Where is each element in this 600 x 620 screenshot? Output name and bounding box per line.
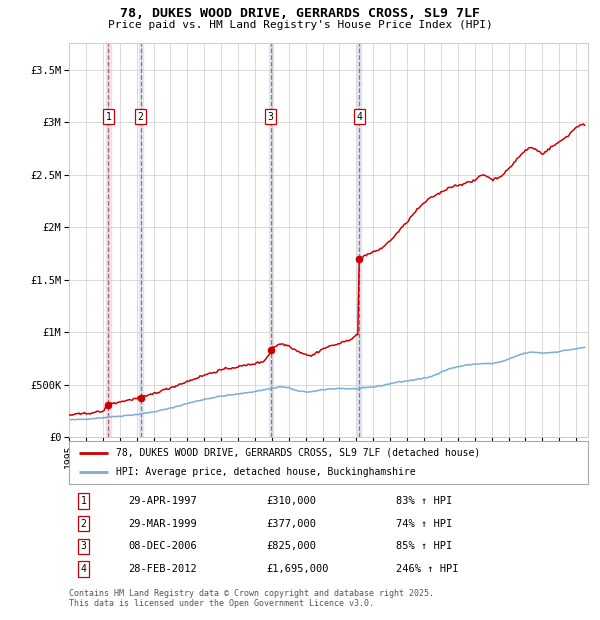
Text: £377,000: £377,000	[266, 519, 316, 529]
Bar	[357, 43, 361, 437]
Text: 78, DUKES WOOD DRIVE, GERRARDS CROSS, SL9 7LF: 78, DUKES WOOD DRIVE, GERRARDS CROSS, SL…	[120, 7, 480, 20]
Text: 28-FEB-2012: 28-FEB-2012	[128, 564, 197, 574]
Text: 246% ↑ HPI: 246% ↑ HPI	[396, 564, 458, 574]
Text: 74% ↑ HPI: 74% ↑ HPI	[396, 519, 452, 529]
Text: 3: 3	[268, 112, 274, 122]
Text: HPI: Average price, detached house, Buckinghamshire: HPI: Average price, detached house, Buck…	[116, 467, 415, 477]
Text: 83% ↑ HPI: 83% ↑ HPI	[396, 496, 452, 506]
Text: 08-DEC-2006: 08-DEC-2006	[128, 541, 197, 551]
Text: 29-APR-1997: 29-APR-1997	[128, 496, 197, 506]
Bar	[106, 43, 110, 437]
Text: £310,000: £310,000	[266, 496, 316, 506]
Text: 4: 4	[80, 564, 86, 574]
Text: £1,695,000: £1,695,000	[266, 564, 329, 574]
Text: 1: 1	[80, 496, 86, 506]
Bar	[139, 43, 143, 437]
Text: 29-MAR-1999: 29-MAR-1999	[128, 519, 197, 529]
Text: 3: 3	[80, 541, 86, 551]
Text: 4: 4	[356, 112, 362, 122]
Text: £825,000: £825,000	[266, 541, 316, 551]
Text: 2: 2	[80, 519, 86, 529]
Text: Price paid vs. HM Land Registry's House Price Index (HPI): Price paid vs. HM Land Registry's House …	[107, 20, 493, 30]
Text: 78, DUKES WOOD DRIVE, GERRARDS CROSS, SL9 7LF (detached house): 78, DUKES WOOD DRIVE, GERRARDS CROSS, SL…	[116, 448, 480, 458]
Text: 85% ↑ HPI: 85% ↑ HPI	[396, 541, 452, 551]
Text: 2: 2	[138, 112, 143, 122]
Bar	[269, 43, 273, 437]
Text: Contains HM Land Registry data © Crown copyright and database right 2025.
This d: Contains HM Land Registry data © Crown c…	[69, 589, 434, 608]
Text: 1: 1	[106, 112, 111, 122]
